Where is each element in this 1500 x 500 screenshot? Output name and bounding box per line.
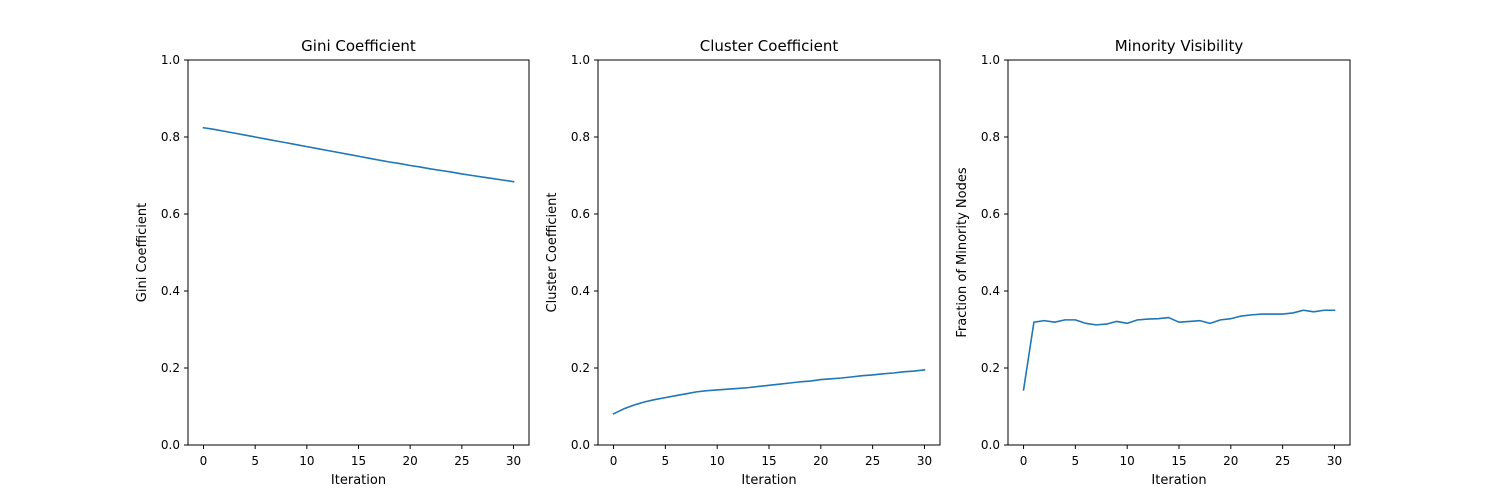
x-tick-label: 30 (506, 454, 521, 468)
y-tick-label: 0.8 (981, 130, 1000, 144)
y-tick-label: 0.6 (161, 207, 180, 221)
x-tick-label: 10 (1120, 454, 1135, 468)
series-line (202, 126, 515, 183)
x-tick-label: 30 (917, 454, 932, 468)
x-axis-label: Iteration (331, 473, 386, 488)
y-tick-label: 0.0 (981, 438, 1000, 452)
x-axis-label: Iteration (741, 473, 796, 488)
y-tick-label: 0.8 (161, 130, 180, 144)
x-tick-label: 20 (403, 454, 418, 468)
y-tick-label: 0.4 (571, 284, 590, 298)
chart-panel-3: 0 5 10 15 20 25 30 0.0 0.2 0.4 0.6 0.8 1.0 Minority V… (955, 37, 1351, 488)
x-tick-label: 10 (299, 454, 314, 468)
axes-frame (597, 59, 941, 446)
y-tick-label: 0.2 (981, 361, 1000, 375)
x-tick-label: 20 (1223, 454, 1238, 468)
x-tick-label: 0 (200, 454, 208, 468)
x-tick-label: 20 (813, 454, 828, 468)
chart-panel-2: 0 5 10 15 20 25 30 0.0 0.2 0.4 0.6 0.8 1.0 Cluster Co… (545, 37, 941, 488)
x-tick-label: 30 (1327, 454, 1342, 468)
series-line (612, 369, 926, 415)
y-tick-label: 1.0 (161, 53, 180, 67)
y-tick-label: 0.0 (161, 438, 180, 452)
x-tick-label: 5 (251, 454, 259, 468)
series-line (1022, 309, 1336, 391)
y-axis-label: Gini Coefficient (135, 203, 150, 302)
y-tick-label: 0.6 (571, 207, 590, 221)
axes-frame (187, 59, 530, 446)
y-tick-label: 0.2 (571, 361, 590, 375)
x-tick-label: 15 (761, 454, 776, 468)
x-tick-label: 5 (662, 454, 670, 468)
x-tick-label: 15 (351, 454, 366, 468)
x-tick-label: 0 (1020, 454, 1028, 468)
y-tick-label: 0.2 (161, 361, 180, 375)
y-tick-label: 1.0 (981, 53, 1000, 67)
chart-title: Gini Coefficient (301, 37, 416, 55)
y-tick-label: 0.6 (981, 207, 1000, 221)
y-axis-label: Cluster Coefficient (545, 193, 560, 313)
chart-title: Cluster Coefficient (700, 37, 839, 55)
x-axis-label: Iteration (1151, 473, 1206, 488)
x-tick-label: 10 (710, 454, 725, 468)
x-tick-label: 25 (865, 454, 880, 468)
x-tick-label: 25 (1275, 454, 1290, 468)
y-tick-label: 0.0 (571, 438, 590, 452)
chart-panel-1: 0 5 10 15 20 25 30 0.0 0.2 0.4 0.6 0.8 1.0 Gini Coeff… (135, 37, 530, 488)
x-tick-label: 15 (1171, 454, 1186, 468)
y-axis-label: Fraction of Minority Nodes (955, 167, 970, 338)
y-tick-label: 0.4 (161, 284, 180, 298)
axes-frame (1007, 59, 1351, 446)
y-tick-label: 1.0 (571, 53, 590, 67)
x-tick-label: 5 (1072, 454, 1080, 468)
x-tick-label: 25 (454, 454, 469, 468)
x-tick-label: 0 (610, 454, 618, 468)
chart-title: Minority Visibility (1115, 37, 1244, 55)
y-tick-label: 0.8 (571, 130, 590, 144)
y-tick-label: 0.4 (981, 284, 1000, 298)
